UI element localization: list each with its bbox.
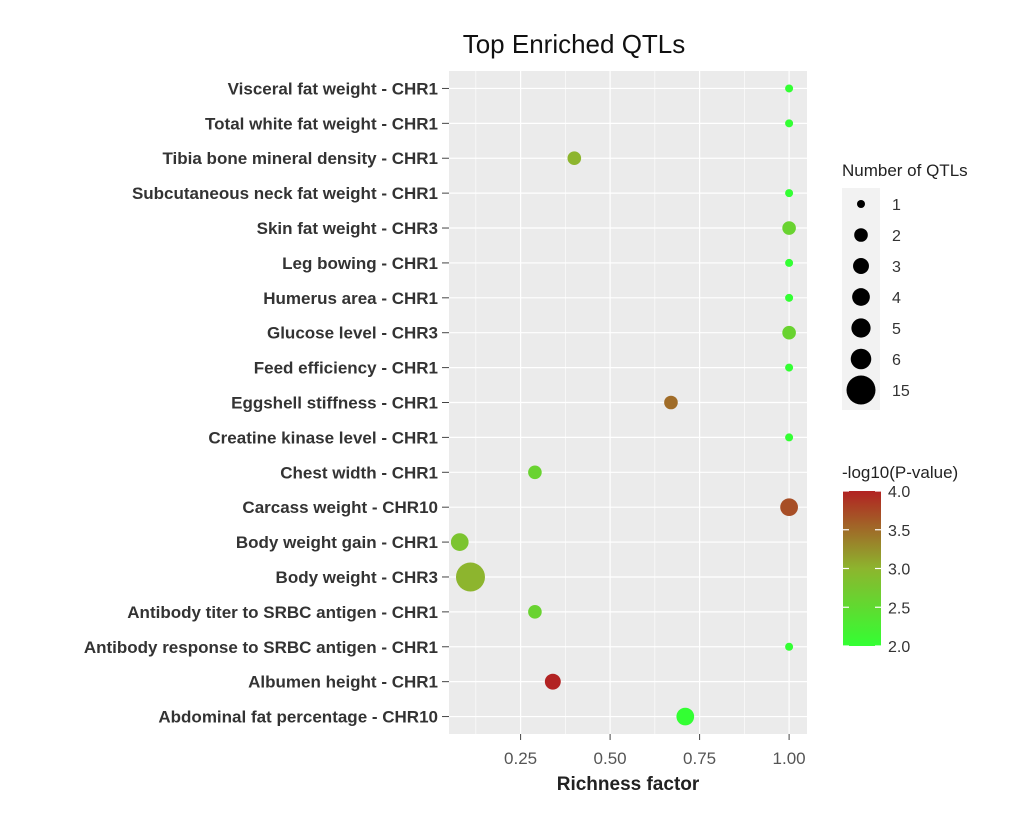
size-legend-label: 15 xyxy=(892,383,910,400)
x-tick-label: 1.00 xyxy=(773,749,806,768)
data-point xyxy=(782,325,796,340)
y-tick-label: Carcass weight - CHR10 xyxy=(242,498,438,517)
data-point xyxy=(785,363,794,372)
data-point xyxy=(664,395,678,410)
size-legend-label: 3 xyxy=(892,259,901,276)
y-tick-label: Humerus area - CHR1 xyxy=(263,289,438,308)
data-point xyxy=(780,498,798,517)
data-point xyxy=(785,642,794,651)
y-axis: Visceral fat weight - CHR1 Total white fa… xyxy=(84,79,449,727)
x-axis-label: Richness factor xyxy=(557,774,700,795)
y-tick-label: Total white fat weight - CHR1 xyxy=(205,114,438,133)
y-tick-label: Antibody response to SRBC antigen - CHR1 xyxy=(84,638,438,657)
size-legend-label: 1 xyxy=(892,197,901,214)
data-point xyxy=(450,533,469,551)
y-tick-label: Leg bowing - CHR1 xyxy=(282,254,438,273)
size-legend-label: 6 xyxy=(892,352,901,369)
color-legend: -log10(P-value) 4.0 3.5 3.0 2.5 2.0 xyxy=(842,463,958,656)
size-legend-dot xyxy=(852,288,870,306)
color-legend-label: 2.5 xyxy=(888,600,910,617)
y-tick-label: Abdominal fat percentage - CHR10 xyxy=(158,708,438,727)
color-legend-label: 4.0 xyxy=(888,484,910,501)
y-tick-label: Body weight - CHR3 xyxy=(276,568,438,587)
y-tick-label: Antibody titer to SRBC antigen - CHR1 xyxy=(127,603,438,622)
x-tick-label: 0.25 xyxy=(504,749,537,768)
size-legend-dot xyxy=(850,348,872,370)
y-tick-label: Albumen height - CHR1 xyxy=(248,673,438,692)
size-legend-label: 5 xyxy=(892,321,901,338)
x-tick-label: 0.50 xyxy=(594,749,627,768)
data-point xyxy=(567,151,582,166)
data-points xyxy=(450,84,798,726)
y-tick-label: Skin fat weight - CHR3 xyxy=(257,219,438,238)
color-legend-label: 3.0 xyxy=(888,562,910,579)
x-tick-label: 0.75 xyxy=(683,749,716,768)
data-point xyxy=(785,293,794,302)
data-point xyxy=(785,258,794,267)
x-axis: 0.25 0.50 0.75 1.00 xyxy=(504,734,806,768)
grid-lines xyxy=(449,71,807,734)
data-point xyxy=(676,707,695,726)
data-point xyxy=(785,84,794,93)
size-legend: Number of QTLs 1 2 3 4 5 6 15 xyxy=(842,161,968,410)
size-legend-dot xyxy=(846,375,876,405)
y-tick-label: Subcutaneous neck fat weight - CHR1 xyxy=(132,184,438,203)
y-tick-label: Body weight gain - CHR1 xyxy=(236,533,438,552)
size-legend-title: Number of QTLs xyxy=(842,161,968,180)
color-legend-label: 3.5 xyxy=(888,523,910,540)
color-legend-title: -log10(P-value) xyxy=(842,463,958,482)
size-legend-dot xyxy=(857,200,865,208)
y-tick-label: Eggshell stiffness - CHR1 xyxy=(231,394,438,413)
data-point xyxy=(782,221,796,235)
size-legend-dot xyxy=(853,258,869,274)
color-bar xyxy=(843,491,881,646)
y-tick-label: Glucose level - CHR3 xyxy=(267,324,438,343)
chart-title: Top Enriched QTLs xyxy=(463,29,686,59)
data-point xyxy=(528,465,542,480)
size-legend-dot xyxy=(851,318,871,338)
size-legend-label: 2 xyxy=(892,228,901,245)
y-tick-label: Feed efficiency - CHR1 xyxy=(254,359,438,378)
data-point xyxy=(785,189,794,198)
y-tick-label: Chest width - CHR1 xyxy=(280,463,438,482)
color-legend-label: 2.0 xyxy=(888,639,910,656)
y-tick-label: Tibia bone mineral density - CHR1 xyxy=(162,149,438,168)
data-point xyxy=(785,433,794,442)
size-legend-label: 4 xyxy=(892,290,901,307)
size-legend-dot xyxy=(854,228,868,242)
data-point xyxy=(785,119,794,128)
data-point xyxy=(544,673,561,690)
data-point xyxy=(528,605,542,619)
y-tick-label: Creatine kinase level - CHR1 xyxy=(208,428,438,447)
y-tick-label: Visceral fat weight - CHR1 xyxy=(228,79,438,98)
data-point xyxy=(455,562,485,592)
